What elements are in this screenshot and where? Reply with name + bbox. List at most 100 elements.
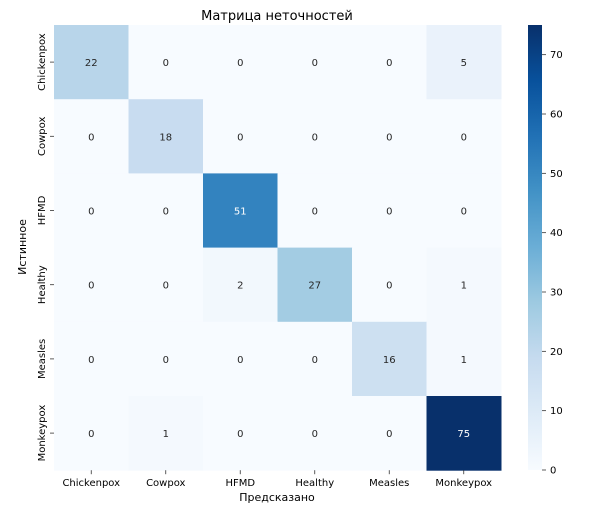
heatmap-cell — [54, 25, 129, 100]
y-tick-label: Chickenpox — [37, 33, 48, 91]
cell-value-label: 0 — [88, 132, 94, 143]
colorbar-tick-label: 40 — [550, 228, 563, 239]
cell-value-label: 0 — [312, 207, 318, 218]
heatmap-cell — [277, 396, 353, 471]
heatmap-cell — [54, 396, 129, 471]
cell-value-label: 1 — [461, 281, 467, 292]
heatmap-cell — [128, 99, 204, 174]
cell-value-label: 0 — [461, 207, 467, 218]
y-tick-label: Healthy — [37, 265, 48, 304]
heatmap-cell — [352, 25, 427, 100]
x-tick-label: Cowpox — [146, 478, 185, 489]
heatmap-cell — [203, 396, 278, 471]
heatmap-cell — [54, 247, 129, 323]
heatmap-cell — [128, 25, 204, 100]
heatmap-cell — [277, 173, 353, 249]
cell-value-label: 2 — [237, 281, 243, 292]
heatmap-cell — [128, 321, 204, 397]
colorbar-tick-label: 70 — [550, 50, 563, 61]
colorbar-tick-label: 60 — [550, 110, 563, 121]
y-tick-label: Measles — [37, 339, 48, 379]
cell-value-label: 0 — [237, 355, 243, 366]
heatmap-cell — [277, 25, 353, 100]
heatmap-cell — [54, 321, 129, 397]
y-axis-ticks: Chickenpox Cowpox HFMD Healthy Measles Monkey… — [37, 33, 54, 461]
heatmap-cell — [352, 173, 427, 249]
y-tick-label: Monkeypox — [37, 405, 48, 462]
heatmap-cell — [54, 173, 129, 249]
cell-value-label: 18 — [159, 132, 172, 143]
x-tick-label: Measles — [369, 478, 409, 489]
cell-value-label: 0 — [386, 429, 392, 440]
cell-value-label: 0 — [88, 429, 94, 440]
heatmap-cell — [426, 321, 502, 397]
cell-value-label: 1 — [461, 355, 467, 366]
heatmap-cell — [203, 321, 278, 397]
heatmap-cell — [203, 99, 278, 174]
heatmap-cell — [352, 321, 427, 397]
x-axis-ticks: Chickenpox Cowpox HFMD Healthy Measles Monkey… — [62, 470, 492, 489]
cell-value-label: 0 — [88, 207, 94, 218]
cell-value-label: 0 — [163, 281, 169, 292]
cell-value-label: 0 — [312, 355, 318, 366]
cell-value-label: 5 — [461, 58, 467, 69]
heatmap-cell — [128, 396, 204, 471]
x-tick-label: Healthy — [295, 478, 334, 489]
cell-value-label: 51 — [234, 207, 247, 218]
heatmap-cell — [128, 247, 204, 323]
heatmap-cell-labels: 22 0 0 0 0 5 0 18 0 0 0 0 0 0 51 0 0 0 0 0 2 27 0 1 0 0 0 0 16 1 0 1 0 0 0… — [85, 58, 470, 440]
cell-value-label: 0 — [163, 207, 169, 218]
x-tick-label: Chickenpox — [62, 478, 120, 489]
heatmap-cell — [426, 247, 502, 323]
y-tick-label: Cowpox — [37, 117, 48, 156]
chart-title: Матрица неточностей — [201, 9, 353, 24]
colorbar-tick-label: 10 — [550, 406, 563, 417]
cell-value-label: 0 — [312, 132, 318, 143]
x-tick-label: HFMD — [225, 478, 255, 489]
cell-value-label: 0 — [88, 355, 94, 366]
cell-value-label: 0 — [386, 132, 392, 143]
heatmap-cell — [203, 173, 278, 249]
cell-value-label: 0 — [461, 132, 467, 143]
cell-value-label: 27 — [308, 281, 321, 292]
x-axis-label: Предсказано — [239, 491, 315, 504]
cell-value-label: 0 — [237, 58, 243, 69]
colorbar-tick-label: 30 — [550, 288, 563, 299]
cell-value-label: 0 — [163, 355, 169, 366]
cell-value-label: 0 — [237, 429, 243, 440]
y-axis-label: Истинное — [16, 219, 29, 275]
y-tick-label: HFMD — [37, 195, 48, 225]
heatmap-cell — [203, 247, 278, 323]
heatmap-cell — [426, 173, 502, 249]
heatmap-cell — [426, 99, 502, 174]
cell-value-label: 1 — [163, 429, 169, 440]
cell-value-label: 0 — [312, 429, 318, 440]
cell-value-label: 0 — [386, 58, 392, 69]
heatmap-cell — [54, 99, 129, 174]
cell-value-label: 16 — [383, 355, 396, 366]
heatmap-cell — [277, 99, 353, 174]
heatmap-cell — [352, 99, 427, 174]
x-tick-label: Monkeypox — [435, 478, 492, 489]
cell-value-label: 0 — [88, 281, 94, 292]
heatmap-cell — [203, 25, 278, 100]
heatmap-cell — [426, 25, 502, 100]
cell-value-label: 0 — [386, 207, 392, 218]
colorbar-ticks: 0 10 20 30 40 50 60 70 — [542, 50, 563, 477]
heatmap-cell — [277, 321, 353, 397]
heatmap-cell — [426, 396, 502, 471]
heatmap-cell — [352, 396, 427, 471]
colorbar — [528, 25, 542, 470]
heatmap-cell — [128, 173, 204, 249]
heatmap-cell — [352, 247, 427, 323]
colorbar-tick-label: 50 — [550, 169, 563, 180]
heatmap-cells — [54, 25, 502, 471]
cell-value-label: 22 — [85, 58, 98, 69]
heatmap-cell — [277, 247, 353, 323]
cell-value-label: 0 — [312, 58, 318, 69]
cell-value-label: 0 — [237, 132, 243, 143]
colorbar-tick-label: 20 — [550, 347, 563, 358]
cell-value-label: 0 — [163, 58, 169, 69]
cell-value-label: 75 — [457, 429, 470, 440]
